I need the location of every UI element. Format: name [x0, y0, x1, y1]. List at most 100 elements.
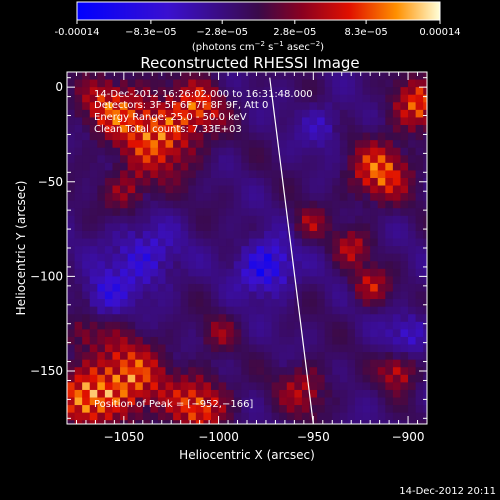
heatmap-cell — [294, 124, 303, 133]
heatmap-cell — [218, 102, 227, 111]
heatmap-cell — [301, 170, 310, 179]
heatmap-cell — [279, 124, 288, 133]
heatmap-cell — [180, 109, 189, 118]
heatmap-cell — [355, 140, 363, 148]
heatmap-cell — [370, 344, 379, 353]
heatmap-cell — [135, 268, 144, 277]
heatmap-cell — [317, 170, 325, 179]
heatmap-cell — [157, 268, 166, 277]
heatmap-cell — [408, 185, 416, 194]
heatmap-cell — [233, 344, 242, 353]
heatmap-cell — [248, 124, 257, 133]
heatmap-cell — [195, 352, 204, 360]
heatmap-cell — [248, 162, 257, 171]
heatmap-cell — [180, 200, 189, 209]
heatmap-cell — [339, 412, 348, 421]
heatmap-cell — [173, 238, 181, 247]
heatmap-cell — [188, 177, 197, 186]
heatmap-cell — [180, 170, 189, 179]
heatmap-cell — [301, 238, 310, 247]
heatmap-cell — [271, 215, 280, 224]
heatmap-cell — [415, 314, 424, 323]
heatmap-cell — [135, 215, 144, 224]
heatmap-cell — [74, 215, 83, 224]
heatmap-cell — [339, 102, 348, 111]
heatmap-cell — [271, 200, 280, 209]
heatmap-cell — [127, 344, 136, 353]
heatmap-cell — [97, 208, 106, 217]
heatmap-cell — [392, 200, 401, 209]
heatmap-cell — [120, 230, 128, 239]
heatmap-cell — [332, 200, 341, 209]
heatmap-cell — [271, 109, 280, 118]
heatmap-cell — [309, 405, 318, 413]
heatmap-cell — [370, 276, 379, 285]
heatmap-cell — [135, 299, 144, 307]
heatmap-cell — [112, 124, 121, 133]
heatmap-cell — [324, 329, 333, 338]
heatmap-cell — [408, 215, 416, 224]
heatmap-cell — [203, 94, 212, 103]
heatmap-cell — [218, 215, 227, 224]
heatmap-cell — [377, 170, 386, 179]
heatmap-cell — [188, 246, 197, 254]
heatmap-cell — [112, 314, 121, 323]
heatmap-cell — [271, 132, 280, 141]
footer-timestamp: 14-Dec-2012 20:11 — [399, 486, 496, 497]
heatmap-cell — [301, 193, 310, 201]
heatmap-cell — [286, 321, 295, 330]
heatmap-cell — [120, 177, 128, 186]
heatmap-cell — [423, 283, 427, 292]
heatmap-cell — [423, 117, 427, 126]
heatmap-cell — [226, 177, 235, 186]
heatmap-cell — [89, 329, 98, 338]
heatmap-cell — [279, 352, 288, 360]
heatmap-cell — [248, 359, 257, 368]
heatmap-cell — [173, 321, 181, 330]
heatmap-cell — [203, 321, 212, 330]
heatmap-cell — [112, 162, 121, 171]
heatmap-cell — [286, 223, 295, 232]
heatmap-cell — [385, 124, 394, 133]
heatmap-cell — [211, 87, 219, 96]
heatmap-cell — [211, 72, 219, 80]
heatmap-cell — [135, 193, 144, 201]
heatmap-cell — [203, 147, 212, 156]
heatmap-cell — [248, 79, 257, 88]
heatmap-cell — [188, 238, 197, 247]
heatmap-cell — [165, 102, 174, 111]
heatmap-cell — [317, 291, 325, 300]
heatmap-cell — [309, 117, 318, 126]
heatmap-cell — [279, 200, 288, 209]
heatmap-cell — [203, 374, 212, 383]
heatmap-cell — [248, 420, 257, 424]
heatmap-cell — [248, 276, 257, 285]
heatmap-cell — [120, 367, 128, 376]
heatmap-cell — [127, 140, 136, 148]
heatmap-cell — [233, 382, 242, 391]
heatmap-cell — [97, 253, 106, 262]
heatmap-cell — [415, 344, 424, 353]
heatmap-cell — [355, 283, 363, 292]
heatmap-cell — [317, 102, 325, 111]
heatmap-cell — [218, 291, 227, 300]
heatmap-cell — [256, 397, 265, 406]
heatmap-cell — [324, 314, 333, 323]
heatmap-cell — [180, 276, 189, 285]
heatmap-cell — [264, 200, 272, 209]
heatmap-cell — [120, 336, 128, 345]
heatmap-cell — [104, 329, 113, 338]
heatmap-cell — [355, 321, 363, 330]
heatmap-cell — [226, 200, 235, 209]
heatmap-cell — [195, 79, 204, 88]
heatmap-cell — [339, 276, 348, 285]
heatmap-cell — [362, 321, 371, 330]
heatmap-cell — [309, 124, 318, 133]
heatmap-cell — [120, 314, 128, 323]
heatmap-cell — [408, 336, 416, 345]
heatmap-cell — [339, 283, 348, 292]
heatmap-cell — [309, 397, 318, 406]
heatmap-cell — [317, 124, 325, 133]
heatmap-cell — [112, 344, 121, 353]
heatmap-cell — [89, 185, 98, 194]
